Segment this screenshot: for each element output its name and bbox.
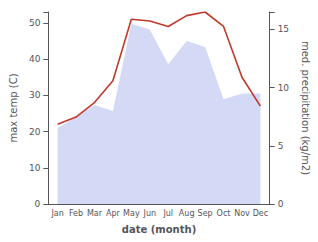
svg-text:Jan: Jan: [50, 209, 63, 218]
svg-text:Sep: Sep: [198, 209, 213, 218]
svg-text:50: 50: [29, 18, 41, 28]
svg-text:med. precipitation (kg/m2): med. precipitation (kg/m2): [300, 41, 311, 175]
svg-text:Nov: Nov: [234, 209, 250, 218]
svg-text:15: 15: [278, 24, 289, 34]
svg-text:20: 20: [29, 127, 41, 137]
svg-text:10: 10: [29, 163, 41, 173]
svg-text:Mar: Mar: [87, 209, 103, 218]
svg-text:0: 0: [35, 199, 41, 209]
svg-text:30: 30: [29, 90, 41, 100]
svg-text:Dec: Dec: [253, 209, 268, 218]
svg-text:Oct: Oct: [217, 209, 231, 218]
svg-text:40: 40: [29, 54, 41, 64]
svg-text:0: 0: [278, 199, 284, 209]
svg-text:Jun: Jun: [143, 209, 157, 218]
svg-text:5: 5: [278, 141, 284, 151]
svg-text:Aug: Aug: [179, 209, 195, 218]
svg-text:Feb: Feb: [69, 209, 83, 218]
svg-text:Jul: Jul: [162, 209, 173, 218]
svg-text:10: 10: [278, 83, 290, 93]
svg-text:Apr: Apr: [106, 209, 121, 218]
svg-text:May: May: [123, 209, 140, 218]
svg-text:date (month): date (month): [122, 224, 196, 235]
svg-text:max temp (C): max temp (C): [8, 73, 19, 142]
